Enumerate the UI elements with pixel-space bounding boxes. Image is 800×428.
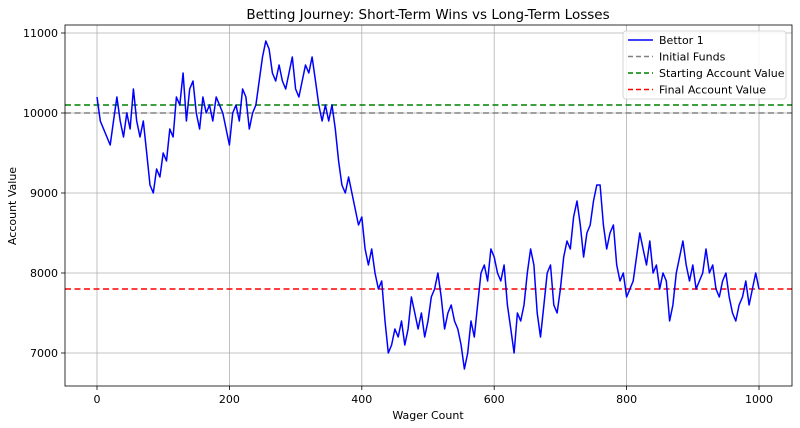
x-tick-label: 800 bbox=[616, 393, 637, 406]
x-axis-label: Wager Count bbox=[392, 409, 464, 422]
y-tick-label: 9000 bbox=[30, 187, 58, 200]
y-axis-ticks: 7000 8000 9000 10000 11000 bbox=[23, 27, 65, 360]
legend-label: Starting Account Value bbox=[659, 67, 785, 80]
reference-lines bbox=[65, 104, 792, 290]
plot-area-frame bbox=[64, 24, 793, 387]
legend-label: Final Account Value bbox=[659, 84, 766, 97]
chart-title: Betting Journey: Short-Term Wins vs Long… bbox=[246, 7, 609, 23]
x-tick-label: 600 bbox=[484, 393, 505, 406]
bettor-1-line bbox=[96, 40, 760, 370]
x-axis-ticks: 0 200 400 600 800 1000 bbox=[94, 386, 773, 406]
legend-box bbox=[622, 30, 787, 100]
x-tick-label: 0 bbox=[94, 393, 101, 406]
x-tick-label: 1000 bbox=[745, 393, 773, 406]
y-tick-label: 7000 bbox=[30, 347, 58, 360]
x-tick-label: 400 bbox=[351, 393, 372, 406]
legend-label: Initial Funds bbox=[659, 51, 726, 64]
y-tick-label: 10000 bbox=[23, 107, 58, 120]
y-tick-label: 8000 bbox=[30, 267, 58, 280]
y-tick-label: 11000 bbox=[23, 27, 58, 40]
legend: Bettor 1 Initial Funds Starting Account Va… bbox=[622, 30, 787, 100]
x-tick-label: 200 bbox=[219, 393, 240, 406]
legend-label: Bettor 1 bbox=[659, 34, 704, 47]
y-axis-label: Account Value bbox=[6, 167, 19, 245]
